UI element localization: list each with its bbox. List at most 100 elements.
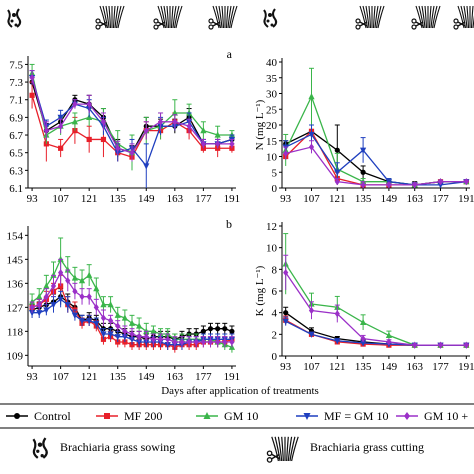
data-point xyxy=(222,326,228,332)
grass-blade xyxy=(160,5,167,29)
data-point xyxy=(207,326,214,332)
grass-blade xyxy=(170,5,174,29)
data-point xyxy=(36,293,43,300)
grass-blade xyxy=(368,5,372,29)
y-tick-label: 2 xyxy=(272,329,278,341)
data-point xyxy=(215,140,221,148)
data-point xyxy=(143,327,150,334)
series-3 xyxy=(282,67,470,188)
data-point xyxy=(229,328,235,334)
data-point xyxy=(207,338,214,346)
grass-blade xyxy=(108,5,112,29)
panel-n: 0 5 10 15 20 25 30 35 40 93 107 121 135 149 163 177 191 N… xyxy=(254,57,474,205)
data-point xyxy=(50,282,57,290)
x-tick-label: 163 xyxy=(167,193,184,205)
legend-label: Control xyxy=(34,409,71,423)
data-point xyxy=(386,181,392,189)
x-tick-label: 149 xyxy=(138,193,155,205)
data-point xyxy=(58,269,64,277)
data-point xyxy=(229,140,235,148)
grass-blade xyxy=(418,5,425,29)
grass-blade xyxy=(212,5,220,29)
data-point xyxy=(36,310,43,317)
data-point xyxy=(359,340,367,347)
legend-item: MF 200 xyxy=(96,409,162,423)
data-point xyxy=(308,131,315,139)
data-point xyxy=(334,147,340,153)
data-point xyxy=(100,314,107,322)
data-point xyxy=(43,282,50,289)
series-5 xyxy=(283,254,469,349)
legend-item: Control xyxy=(6,409,71,423)
data-point xyxy=(334,178,340,186)
x-tick-label: 149 xyxy=(381,361,398,373)
data-point xyxy=(308,331,315,338)
grass-blade xyxy=(112,5,116,29)
y-tick-label: 12 xyxy=(266,221,277,233)
grass-blade xyxy=(433,5,441,29)
y-tick-label: 109 xyxy=(7,350,24,362)
data-point xyxy=(172,118,178,126)
data-point xyxy=(86,100,92,108)
data-point xyxy=(179,338,185,346)
data-point xyxy=(115,144,121,152)
grass-blade xyxy=(463,5,468,29)
series-line xyxy=(285,130,467,186)
grass-blade xyxy=(221,5,225,29)
x-tick-label: 107 xyxy=(303,193,320,205)
data-point xyxy=(50,302,57,309)
grass-blade xyxy=(291,436,299,462)
grass-blade xyxy=(175,5,183,29)
data-point xyxy=(115,322,121,330)
data-point xyxy=(71,274,79,281)
data-point xyxy=(93,303,99,311)
data-point xyxy=(78,318,86,325)
scissors-handle xyxy=(453,18,459,24)
grass-blade xyxy=(377,5,385,29)
scissors-handle xyxy=(208,18,214,24)
data-point xyxy=(93,320,100,327)
data-point xyxy=(136,333,142,341)
x-tick-label: 135 xyxy=(109,371,126,383)
x-tick-label: 107 xyxy=(52,371,69,383)
data-point xyxy=(283,310,289,316)
y-tick-label: 8 xyxy=(272,264,278,276)
grass-blade xyxy=(466,5,470,29)
x-tick-label: 191 xyxy=(458,361,474,373)
x-tick-label: 135 xyxy=(109,193,126,205)
data-point xyxy=(222,338,228,346)
scissors-handle xyxy=(266,457,273,463)
y-tick-label: 0 xyxy=(272,183,278,195)
seed-dot xyxy=(270,23,274,27)
data-point xyxy=(171,109,178,116)
grass-blade xyxy=(274,436,281,462)
data-point xyxy=(128,319,136,326)
data-point xyxy=(412,181,418,189)
data-point xyxy=(86,318,93,325)
grass-blade xyxy=(230,5,238,29)
data-point xyxy=(100,331,107,338)
data-point xyxy=(193,338,199,346)
grass-blade xyxy=(431,5,438,29)
data-point xyxy=(136,339,143,346)
series-line xyxy=(285,272,467,346)
y-tick-label: 5 xyxy=(272,167,278,179)
y-tick-label: 20 xyxy=(266,120,278,132)
data-point xyxy=(282,318,289,325)
panel-b: 109 118 127 136 145 154 93 107 121 135 149 163 177 19… xyxy=(7,217,241,383)
y-axis-label: N (mg L⁻¹) xyxy=(254,99,266,150)
scissors-handle xyxy=(411,18,417,24)
scissors-handle xyxy=(208,24,214,30)
data-point xyxy=(150,327,157,334)
grass-blade xyxy=(218,5,223,29)
grass-blade xyxy=(271,436,279,462)
data-point xyxy=(412,341,418,349)
data-point xyxy=(150,335,157,343)
seed-dot xyxy=(36,449,40,453)
cutting-icon xyxy=(153,5,183,30)
x-tick-label: 163 xyxy=(406,361,423,373)
grass-blade xyxy=(470,5,474,29)
data-point xyxy=(86,136,92,143)
x-tick-label: 191 xyxy=(458,193,474,205)
data-point xyxy=(79,293,85,301)
